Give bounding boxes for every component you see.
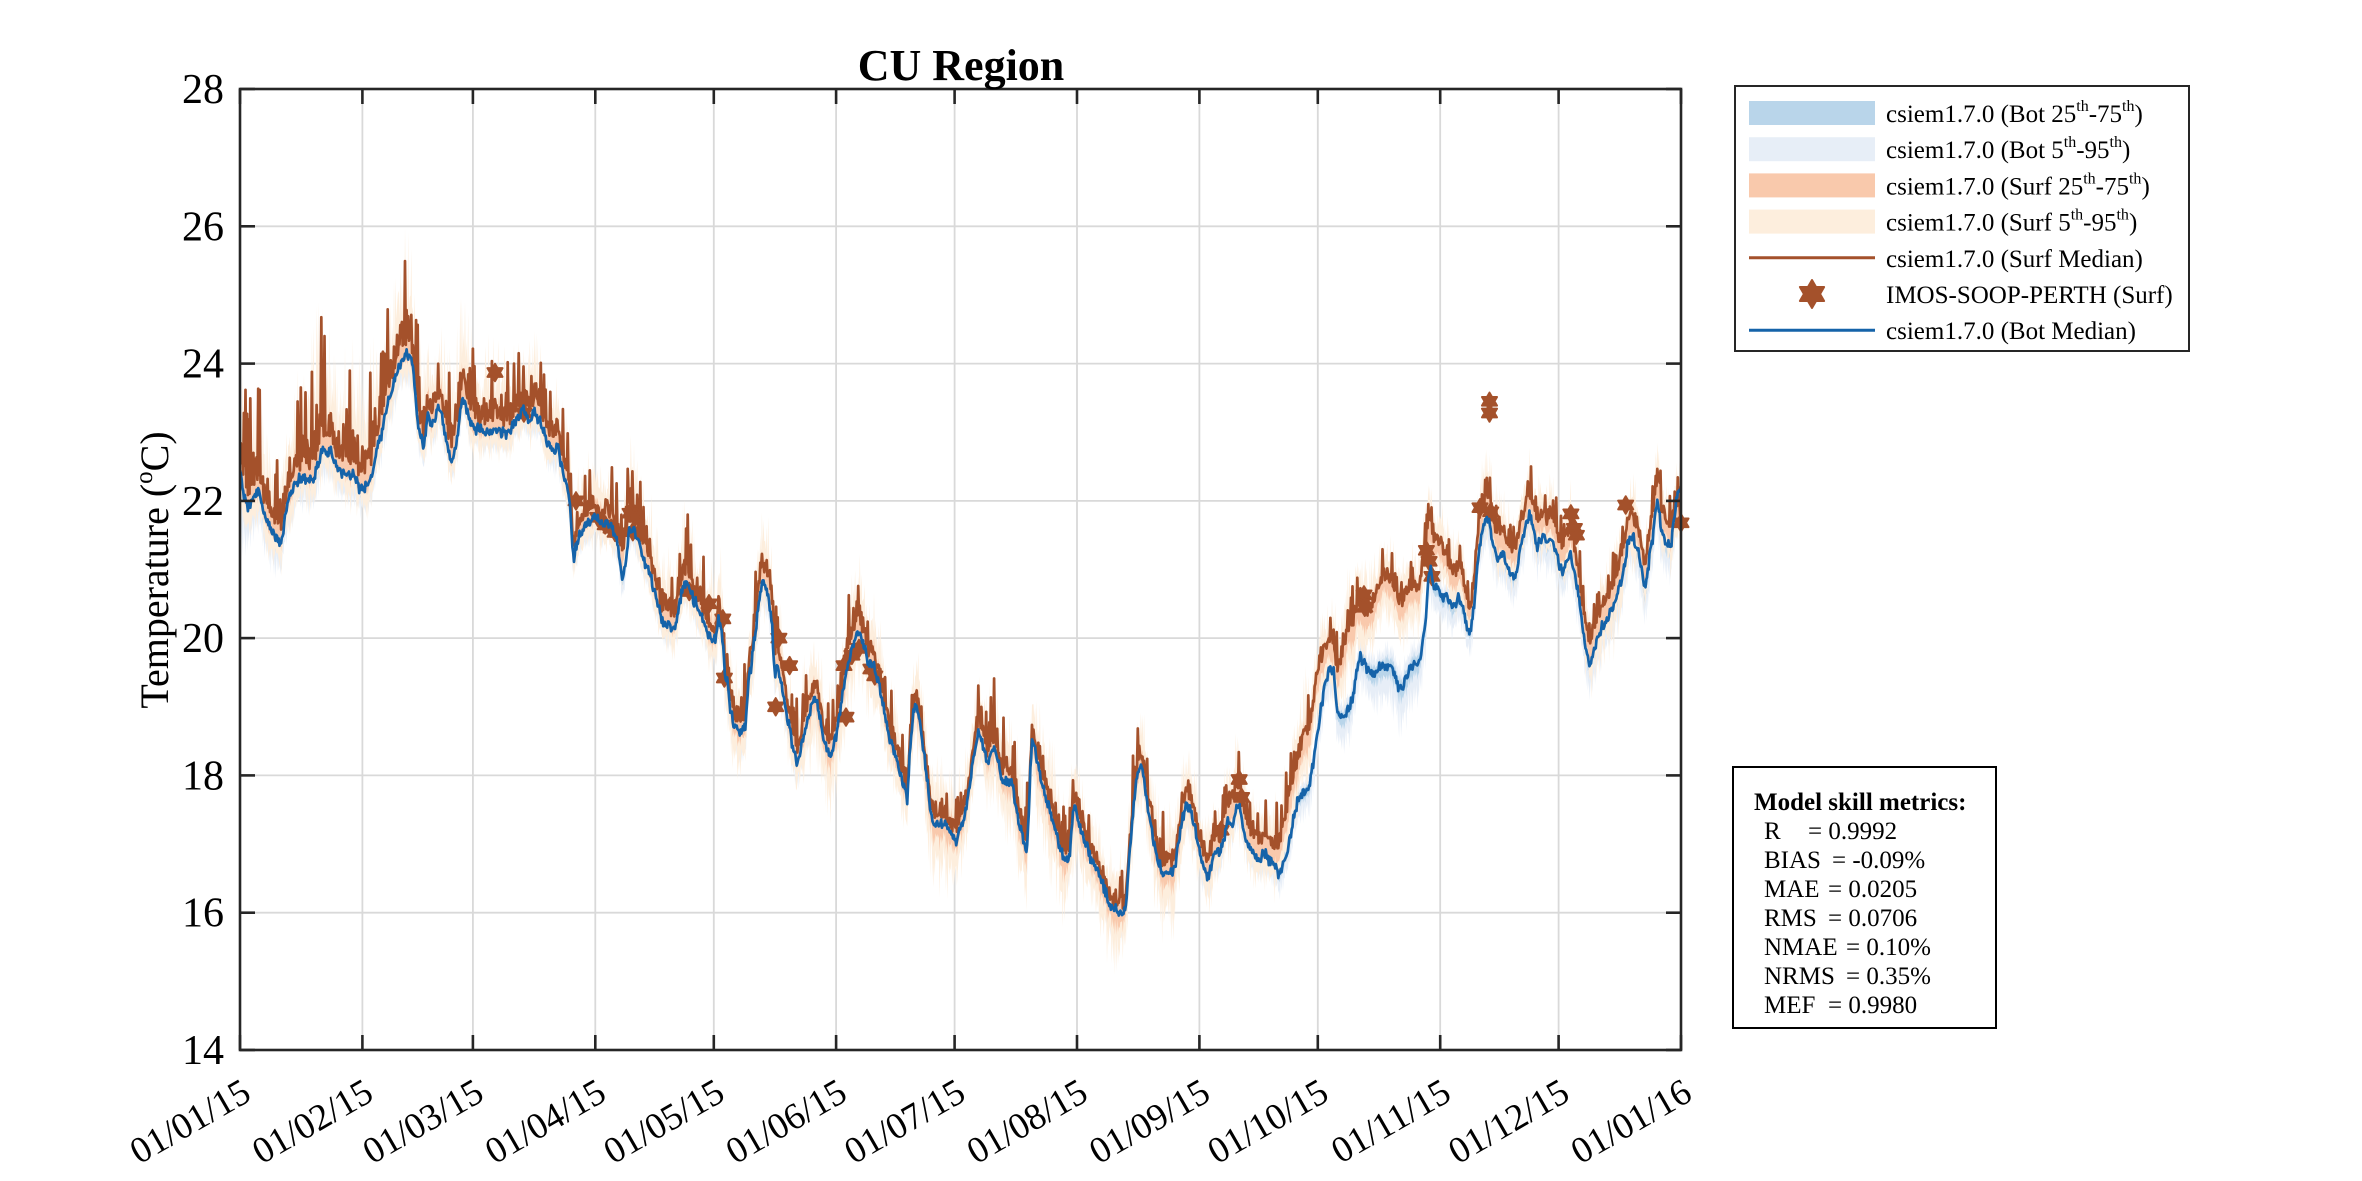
svg-text:= 0.0706: = 0.0706 (1828, 905, 1917, 932)
svg-text:18: 18 (182, 753, 224, 799)
svg-text:28: 28 (182, 67, 224, 113)
svg-text:R: R (1764, 818, 1781, 845)
svg-text:= 0.0205: = 0.0205 (1828, 876, 1917, 903)
svg-text:csiem1.7.0 (Surf 25th​-75th​): csiem1.7.0 (Surf 25th​-75th​) (1886, 170, 2150, 200)
svg-text:Model skill metrics:: Model skill metrics: (1754, 789, 1966, 816)
svg-text:26: 26 (182, 204, 224, 250)
svg-text:IMOS-SOOP-PERTH (Surf): IMOS-SOOP-PERTH (Surf) (1886, 282, 2173, 309)
svg-text:20: 20 (182, 616, 224, 662)
svg-text:Temperature (oC): Temperature (oC) (131, 431, 177, 708)
svg-text:MEF: MEF (1764, 992, 1815, 1019)
svg-text:RMS: RMS (1764, 905, 1817, 932)
svg-text:MAE: MAE (1764, 876, 1820, 903)
svg-text:csiem1.7.0 (Bot Median): csiem1.7.0 (Bot Median) (1886, 318, 2136, 345)
svg-text:= 0.9992: = 0.9992 (1808, 818, 1897, 845)
svg-text:BIAS: BIAS (1764, 847, 1821, 874)
svg-text:= 0.9980: = 0.9980 (1828, 992, 1917, 1019)
svg-text:= -0.09%: = -0.09% (1832, 847, 1925, 874)
svg-text:= 0.10%: = 0.10% (1846, 934, 1931, 961)
svg-text:NRMS: NRMS (1764, 963, 1835, 990)
svg-text:CU Region: CU Region (858, 41, 1065, 90)
svg-text:22: 22 (182, 479, 224, 525)
svg-text:16: 16 (182, 891, 224, 937)
svg-text:14: 14 (182, 1028, 224, 1074)
svg-text:csiem1.7.0 (Surf 5th​-95th​): csiem1.7.0 (Surf 5th​-95th​) (1886, 207, 2137, 237)
svg-text:csiem1.7.0 (Surf Median): csiem1.7.0 (Surf Median) (1886, 246, 2143, 273)
svg-text:NMAE: NMAE (1764, 934, 1838, 961)
svg-text:csiem1.7.0 (Bot 5th​-95th​): csiem1.7.0 (Bot 5th​-95th​) (1886, 134, 2130, 164)
svg-text:24: 24 (182, 342, 224, 388)
svg-text:csiem1.7.0 (Bot 25th​-75th​): csiem1.7.0 (Bot 25th​-75th​) (1886, 98, 2143, 128)
svg-text:= 0.35%: = 0.35% (1846, 963, 1931, 990)
